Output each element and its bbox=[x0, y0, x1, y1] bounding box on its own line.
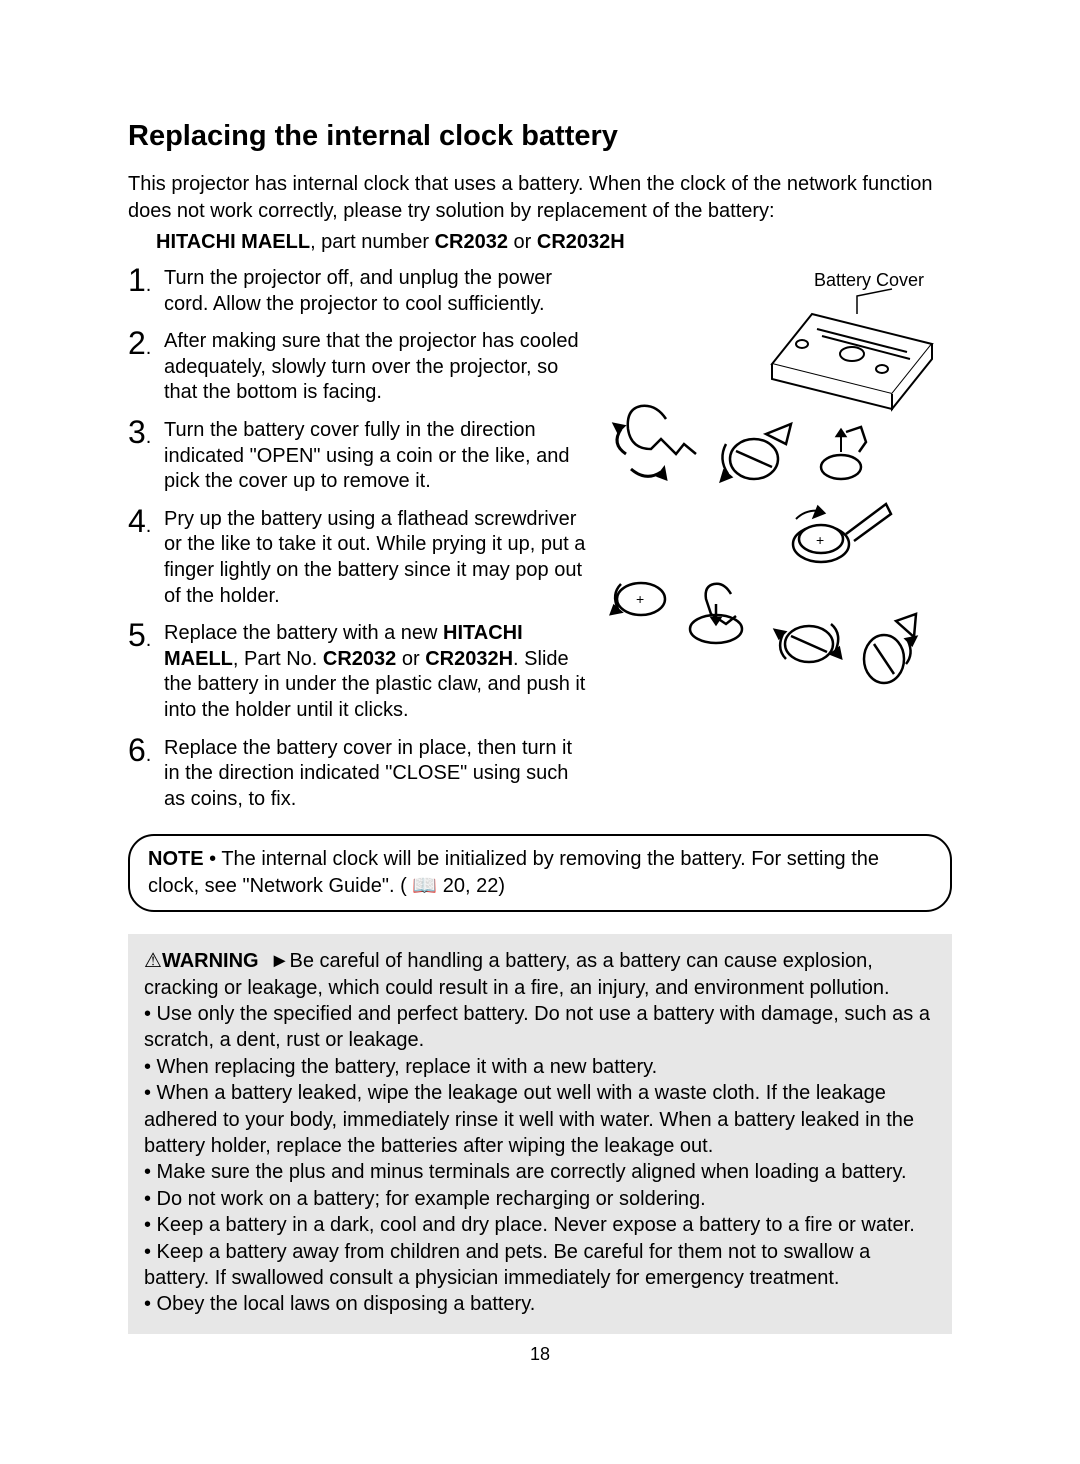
page-title: Replacing the internal clock battery bbox=[128, 120, 952, 153]
partline-or: or bbox=[508, 231, 537, 253]
step-number: 1. bbox=[128, 264, 154, 317]
projector-illustration-icon bbox=[742, 284, 942, 414]
warning-bullet-2: • When replacing the battery, replace it… bbox=[144, 1054, 936, 1080]
step-text: Replace the battery with a new HITACHI M… bbox=[164, 619, 588, 723]
warning-bullet-4: • Make sure the plus and minus terminals… bbox=[144, 1159, 936, 1185]
coin-close-icon bbox=[856, 609, 926, 689]
note-label: NOTE bbox=[148, 848, 204, 870]
svg-text:+: + bbox=[816, 532, 824, 548]
svg-text:+: + bbox=[636, 591, 644, 607]
warning-bullet-3: • When a battery leaked, wipe the leakag… bbox=[144, 1080, 936, 1159]
arrow-icon: ► bbox=[270, 950, 290, 972]
step-5: 5. Replace the battery with a new HITACH… bbox=[128, 619, 588, 723]
step-text: Turn the projector off, and unplug the p… bbox=[164, 264, 588, 317]
step-text: Turn the battery cover fully in the dire… bbox=[164, 416, 588, 495]
warning-bullet-6: • Keep a battery in a dark, cool and dry… bbox=[144, 1212, 936, 1238]
intro-text: This projector has internal clock that u… bbox=[128, 171, 952, 225]
step-2: 2. After making sure that the projector … bbox=[128, 327, 588, 406]
note-text-2: 20, 22) bbox=[443, 875, 505, 897]
step-4: 4. Pry up the battery using a flathead s… bbox=[128, 505, 588, 609]
content-row: 1. Turn the projector off, and unplug th… bbox=[128, 264, 952, 822]
warning-bullet-8: • Obey the local laws on disposing a bat… bbox=[144, 1291, 936, 1317]
diagram-area: Battery Cover bbox=[606, 264, 952, 684]
partline-mid: , part number bbox=[310, 231, 435, 253]
pry-battery-icon: + bbox=[776, 489, 896, 584]
step-6: 6. Replace the battery cover in place, t… bbox=[128, 734, 588, 813]
step-number: 4. bbox=[128, 505, 154, 609]
step-text: After making sure that the projector has… bbox=[164, 327, 588, 406]
step-text: Pry up the battery using a flathead scre… bbox=[164, 505, 588, 609]
part-cr2032: CR2032 bbox=[435, 231, 508, 253]
coin-turn-icon bbox=[716, 419, 801, 494]
warning-bullet-5: • Do not work on a battery; for example … bbox=[144, 1186, 936, 1212]
warning-lead: ⚠WARNING ►Be careful of handling a batte… bbox=[144, 948, 936, 1001]
steps-list: 1. Turn the projector off, and unplug th… bbox=[128, 264, 588, 822]
warning-bullet-1: • Use only the specified and perfect bat… bbox=[144, 1001, 936, 1054]
insert-battery-icon: + bbox=[606, 564, 676, 624]
step-text: Replace the battery cover in place, then… bbox=[164, 734, 588, 813]
step-number: 6. bbox=[128, 734, 154, 813]
step-number: 3. bbox=[128, 416, 154, 495]
step-3: 3. Turn the battery cover fully in the d… bbox=[128, 416, 588, 495]
part-cr2032h: CR2032H bbox=[537, 231, 625, 253]
note-text-1: The internal clock will be initialized b… bbox=[148, 848, 879, 897]
remove-cover-icon bbox=[811, 422, 881, 492]
step-number: 2. bbox=[128, 327, 154, 406]
push-battery-icon bbox=[676, 574, 776, 654]
brand-name: HITACHI MAELL bbox=[156, 231, 310, 253]
warning-label: WARNING bbox=[162, 950, 259, 972]
open-cover-icon bbox=[606, 394, 716, 484]
note-bullet: • bbox=[209, 848, 221, 870]
part-number-line: HITACHI MAELL, part number CR2032 or CR2… bbox=[156, 231, 952, 254]
page-number: 18 bbox=[128, 1344, 952, 1365]
warning-box: ⚠WARNING ►Be careful of handling a batte… bbox=[128, 934, 952, 1333]
warning-bullet-7: • Keep a battery away from children and … bbox=[144, 1239, 936, 1292]
step-1: 1. Turn the projector off, and unplug th… bbox=[128, 264, 588, 317]
close-cover-icon bbox=[771, 604, 851, 674]
book-icon: 📖 bbox=[412, 875, 437, 897]
step-number: 5. bbox=[128, 619, 154, 723]
note-box: NOTE • The internal clock will be initia… bbox=[128, 834, 952, 912]
warning-icon: ⚠ bbox=[144, 950, 162, 972]
